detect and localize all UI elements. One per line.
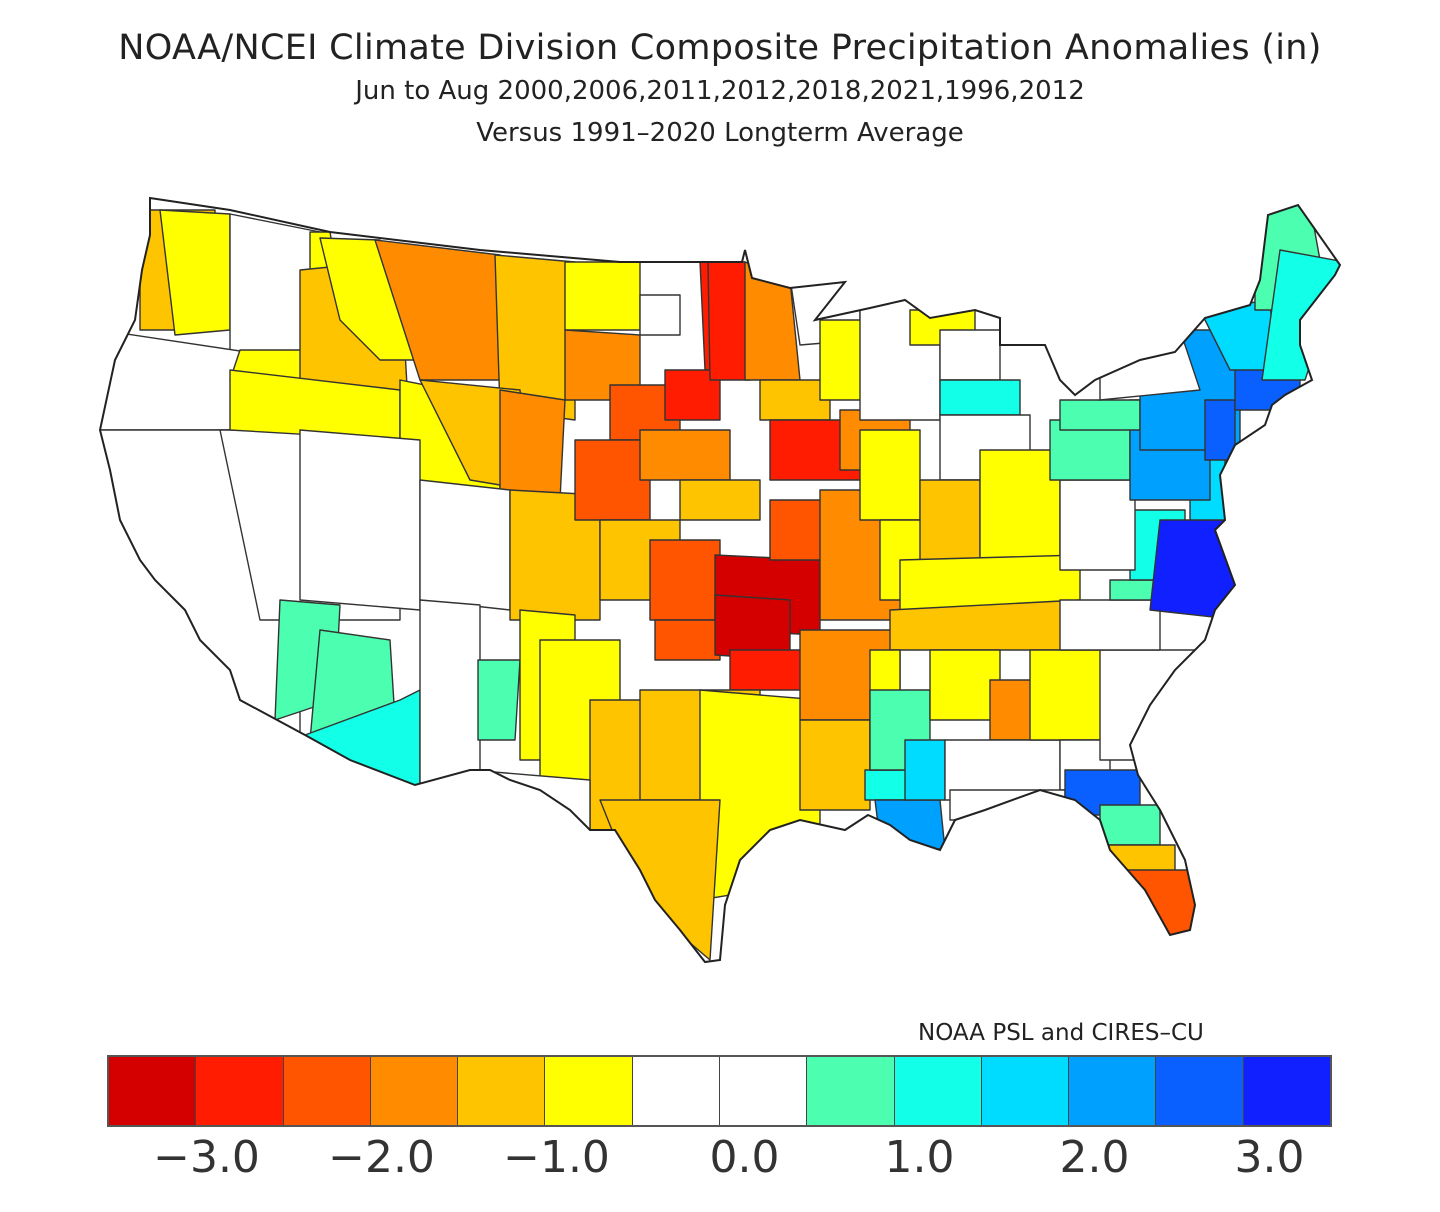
climate-division-mn-central <box>744 261 801 381</box>
legend-swatch <box>458 1057 546 1125</box>
legend-tick-label: 1.0 <box>884 1132 955 1183</box>
climate-division-mt-east <box>494 254 576 421</box>
climate-division-nd-central <box>639 294 681 336</box>
chart-subtitle-period: Jun to Aug 2000,2006,2011,2012,2018,2021… <box>355 76 1085 106</box>
climate-division-ne-west <box>574 439 651 521</box>
climate-division-ny-west <box>1059 399 1141 431</box>
chart-title: NOAA/NCEI Climate Division Composite Pre… <box>118 28 1322 68</box>
legend-swatch <box>283 1057 371 1125</box>
climate-division-ut <box>299 429 421 611</box>
legend-swatch <box>894 1057 982 1125</box>
legend-tick-label: 2.0 <box>1059 1132 1130 1183</box>
legend-tick-label: −2.0 <box>328 1132 435 1183</box>
climate-division-nm-central <box>477 659 521 741</box>
legend-tick-label: −1.0 <box>503 1132 610 1183</box>
climate-division-la-west <box>799 719 871 811</box>
climate-division-in <box>919 479 981 571</box>
legend-swatch <box>719 1057 808 1125</box>
climate-division-sd-east <box>664 369 721 421</box>
climate-division-co-west <box>419 479 511 611</box>
legend-swatch <box>196 1057 284 1125</box>
climate-division-fl-central <box>1099 804 1161 846</box>
climate-division-nm-west <box>419 599 481 791</box>
legend-swatch <box>1243 1057 1330 1125</box>
climate-division-nj <box>1204 399 1236 461</box>
legend-swatch <box>370 1057 459 1125</box>
legend-swatch <box>1156 1057 1244 1125</box>
climate-division-ne-central <box>639 429 731 481</box>
climate-division-fl-south <box>1109 869 1201 941</box>
climate-division-ne-east <box>679 479 761 521</box>
climate-division-nc-west <box>1059 599 1161 651</box>
climate-division-mi-central <box>939 379 1021 416</box>
legend-swatch <box>545 1057 633 1125</box>
climate-division-wy-east <box>499 389 566 501</box>
chart-subtitle-baseline: Versus 1991–2020 Longterm Average <box>476 118 964 148</box>
climate-division-tx-south <box>599 799 721 961</box>
climate-division-tx-bigbend <box>469 769 591 841</box>
color-legend-bar <box>107 1055 1332 1127</box>
precipitation-anomaly-map <box>98 196 1342 964</box>
climate-division-nd-west <box>564 261 641 331</box>
legend-swatch <box>109 1057 197 1125</box>
legend-swatch <box>632 1057 720 1125</box>
climate-division-wv <box>1059 479 1136 571</box>
legend-tick-label: 3.0 <box>1234 1132 1305 1183</box>
climate-division-il-north <box>859 429 921 521</box>
climate-division-ks-central <box>649 539 721 621</box>
conus-outline <box>98 196 1342 964</box>
climate-division-ok-west <box>654 619 721 661</box>
legend-swatch <box>1069 1057 1157 1125</box>
climate-division-oh <box>979 449 1061 561</box>
legend-swatch <box>981 1057 1070 1125</box>
climate-division-ms-south <box>904 739 946 801</box>
climate-division-mn-northwest <box>707 261 751 381</box>
climate-division-co-east <box>509 489 601 621</box>
legend-swatch <box>807 1057 895 1125</box>
legend-tick-label: 0.0 <box>709 1132 780 1183</box>
legend-tick-label: −3.0 <box>153 1132 260 1183</box>
credit-text: NOAA PSL and CIRES–CU <box>918 1020 1204 1046</box>
climate-division-mt-west <box>319 237 431 361</box>
climate-division-mi-north <box>939 329 1001 381</box>
climate-division-la-south <box>874 799 946 851</box>
climate-division-va-east <box>1149 519 1241 621</box>
climate-division-ok-east <box>729 649 811 691</box>
